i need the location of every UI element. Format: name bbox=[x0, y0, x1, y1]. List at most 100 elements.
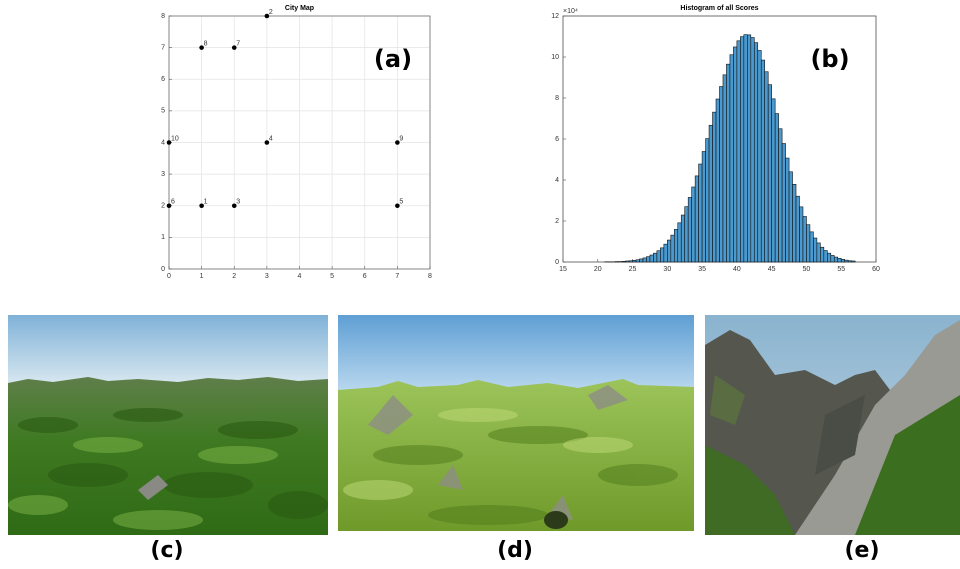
y-tick-label: 2 bbox=[161, 203, 165, 210]
x-tick-label: 1 bbox=[200, 273, 204, 280]
histogram-bar bbox=[621, 261, 626, 263]
histogram-bar bbox=[788, 171, 793, 263]
city-point bbox=[199, 203, 204, 209]
x-tick-label: 3 bbox=[265, 273, 269, 280]
x-tick-label: 50 bbox=[803, 266, 811, 273]
histogram-bar bbox=[670, 234, 675, 263]
histogram-bar bbox=[753, 42, 759, 263]
histogram-bar bbox=[764, 71, 769, 263]
histogram-bar bbox=[656, 250, 661, 263]
x-tick-label: 5 bbox=[330, 273, 334, 280]
histogram-bar bbox=[705, 138, 710, 263]
histogram-bar bbox=[809, 231, 814, 263]
x-tick-label: 40 bbox=[733, 266, 741, 273]
histogram-bar bbox=[771, 98, 776, 263]
y-tick-label: 4 bbox=[161, 139, 165, 146]
histogram-bar bbox=[813, 237, 818, 263]
y-tick-label: 0 bbox=[555, 259, 559, 266]
y-tick-label: 8 bbox=[555, 95, 559, 102]
histogram-bar bbox=[729, 54, 734, 263]
chart-title: City Map bbox=[285, 5, 314, 12]
chart-title: Histogram of all Scores bbox=[680, 5, 758, 12]
axis-multiplier: ×10⁴ bbox=[563, 8, 578, 15]
y-tick-label: 6 bbox=[555, 136, 559, 143]
panel-caption: (c) bbox=[150, 538, 184, 563]
histogram-bar bbox=[698, 163, 703, 263]
histogram-bar bbox=[830, 255, 835, 263]
y-tick-label: 7 bbox=[161, 44, 165, 51]
x-tick-label: 45 bbox=[768, 266, 776, 273]
terrain-image bbox=[705, 315, 960, 535]
y-tick-label: 0 bbox=[161, 266, 165, 273]
y-tick-label: 10 bbox=[551, 54, 559, 61]
point-label: 7 bbox=[236, 40, 240, 47]
histogram-bar bbox=[694, 175, 699, 263]
histogram-bar bbox=[743, 34, 748, 263]
x-tick-label: 7 bbox=[395, 273, 399, 280]
histogram-bar bbox=[840, 259, 846, 263]
terrain-image bbox=[8, 315, 328, 535]
histogram-bar bbox=[673, 229, 679, 263]
histogram-bar bbox=[715, 98, 720, 263]
histogram-bar bbox=[833, 256, 839, 263]
histogram-bar bbox=[701, 151, 706, 263]
y-tick-label: 1 bbox=[161, 234, 165, 241]
histogram-bar bbox=[653, 252, 658, 263]
point-label: 9 bbox=[399, 135, 403, 142]
x-tick-label: 2 bbox=[232, 273, 236, 280]
histogram-bar bbox=[847, 260, 852, 263]
histogram-bar bbox=[781, 143, 786, 263]
y-tick-label: 4 bbox=[555, 177, 559, 184]
histogram-bar bbox=[795, 195, 800, 263]
point-label: 5 bbox=[399, 199, 403, 206]
panel-caption: (e) bbox=[844, 538, 880, 563]
histogram-bar bbox=[785, 157, 790, 263]
histogram-bar bbox=[747, 34, 752, 263]
histogram-bar bbox=[642, 257, 647, 263]
point-label: 2 bbox=[269, 9, 273, 16]
x-tick-label: 30 bbox=[663, 266, 671, 273]
city-point bbox=[166, 140, 172, 145]
city-point bbox=[395, 140, 400, 145]
x-tick-label: 25 bbox=[629, 266, 637, 273]
histogram-bar bbox=[802, 216, 807, 263]
y-tick-label: 8 bbox=[161, 13, 165, 20]
histogram-bar bbox=[680, 214, 686, 263]
y-tick-label: 12 bbox=[551, 13, 559, 20]
histogram-bar bbox=[660, 247, 665, 263]
city-point bbox=[166, 203, 172, 209]
histogram-bar bbox=[646, 256, 651, 263]
panel-label: (b) bbox=[810, 45, 849, 73]
panel-caption: (d) bbox=[497, 538, 533, 563]
histogram-bar bbox=[827, 252, 832, 263]
point-label: 1 bbox=[204, 199, 208, 206]
histogram-bar bbox=[816, 242, 821, 263]
point-label: 10 bbox=[171, 135, 179, 142]
histogram-bar bbox=[628, 260, 633, 263]
histogram-bar bbox=[733, 46, 738, 263]
histogram-bar bbox=[806, 224, 811, 263]
city-point bbox=[264, 13, 270, 19]
city-point bbox=[264, 140, 270, 145]
x-tick-label: 4 bbox=[298, 273, 302, 280]
histogram-bar bbox=[799, 206, 804, 263]
histogram-bar bbox=[726, 63, 731, 263]
histogram-bar bbox=[712, 111, 717, 263]
histogram-bar bbox=[757, 50, 762, 263]
y-tick-label: 5 bbox=[161, 108, 165, 115]
histogram-bar bbox=[767, 84, 772, 263]
x-tick-label: 35 bbox=[698, 266, 706, 273]
histogram-bar bbox=[778, 128, 783, 263]
point-label: 4 bbox=[269, 135, 273, 142]
x-tick-label: 0 bbox=[167, 273, 171, 280]
histogram-bar bbox=[667, 239, 672, 263]
histogram-bar bbox=[792, 184, 797, 263]
histogram-bar bbox=[774, 113, 779, 263]
y-tick-label: 3 bbox=[161, 171, 165, 178]
city-point bbox=[395, 203, 400, 209]
point-label: 8 bbox=[204, 40, 208, 47]
point-label: 6 bbox=[171, 199, 175, 206]
x-tick-label: 8 bbox=[428, 273, 432, 280]
histogram-bar bbox=[691, 186, 696, 263]
